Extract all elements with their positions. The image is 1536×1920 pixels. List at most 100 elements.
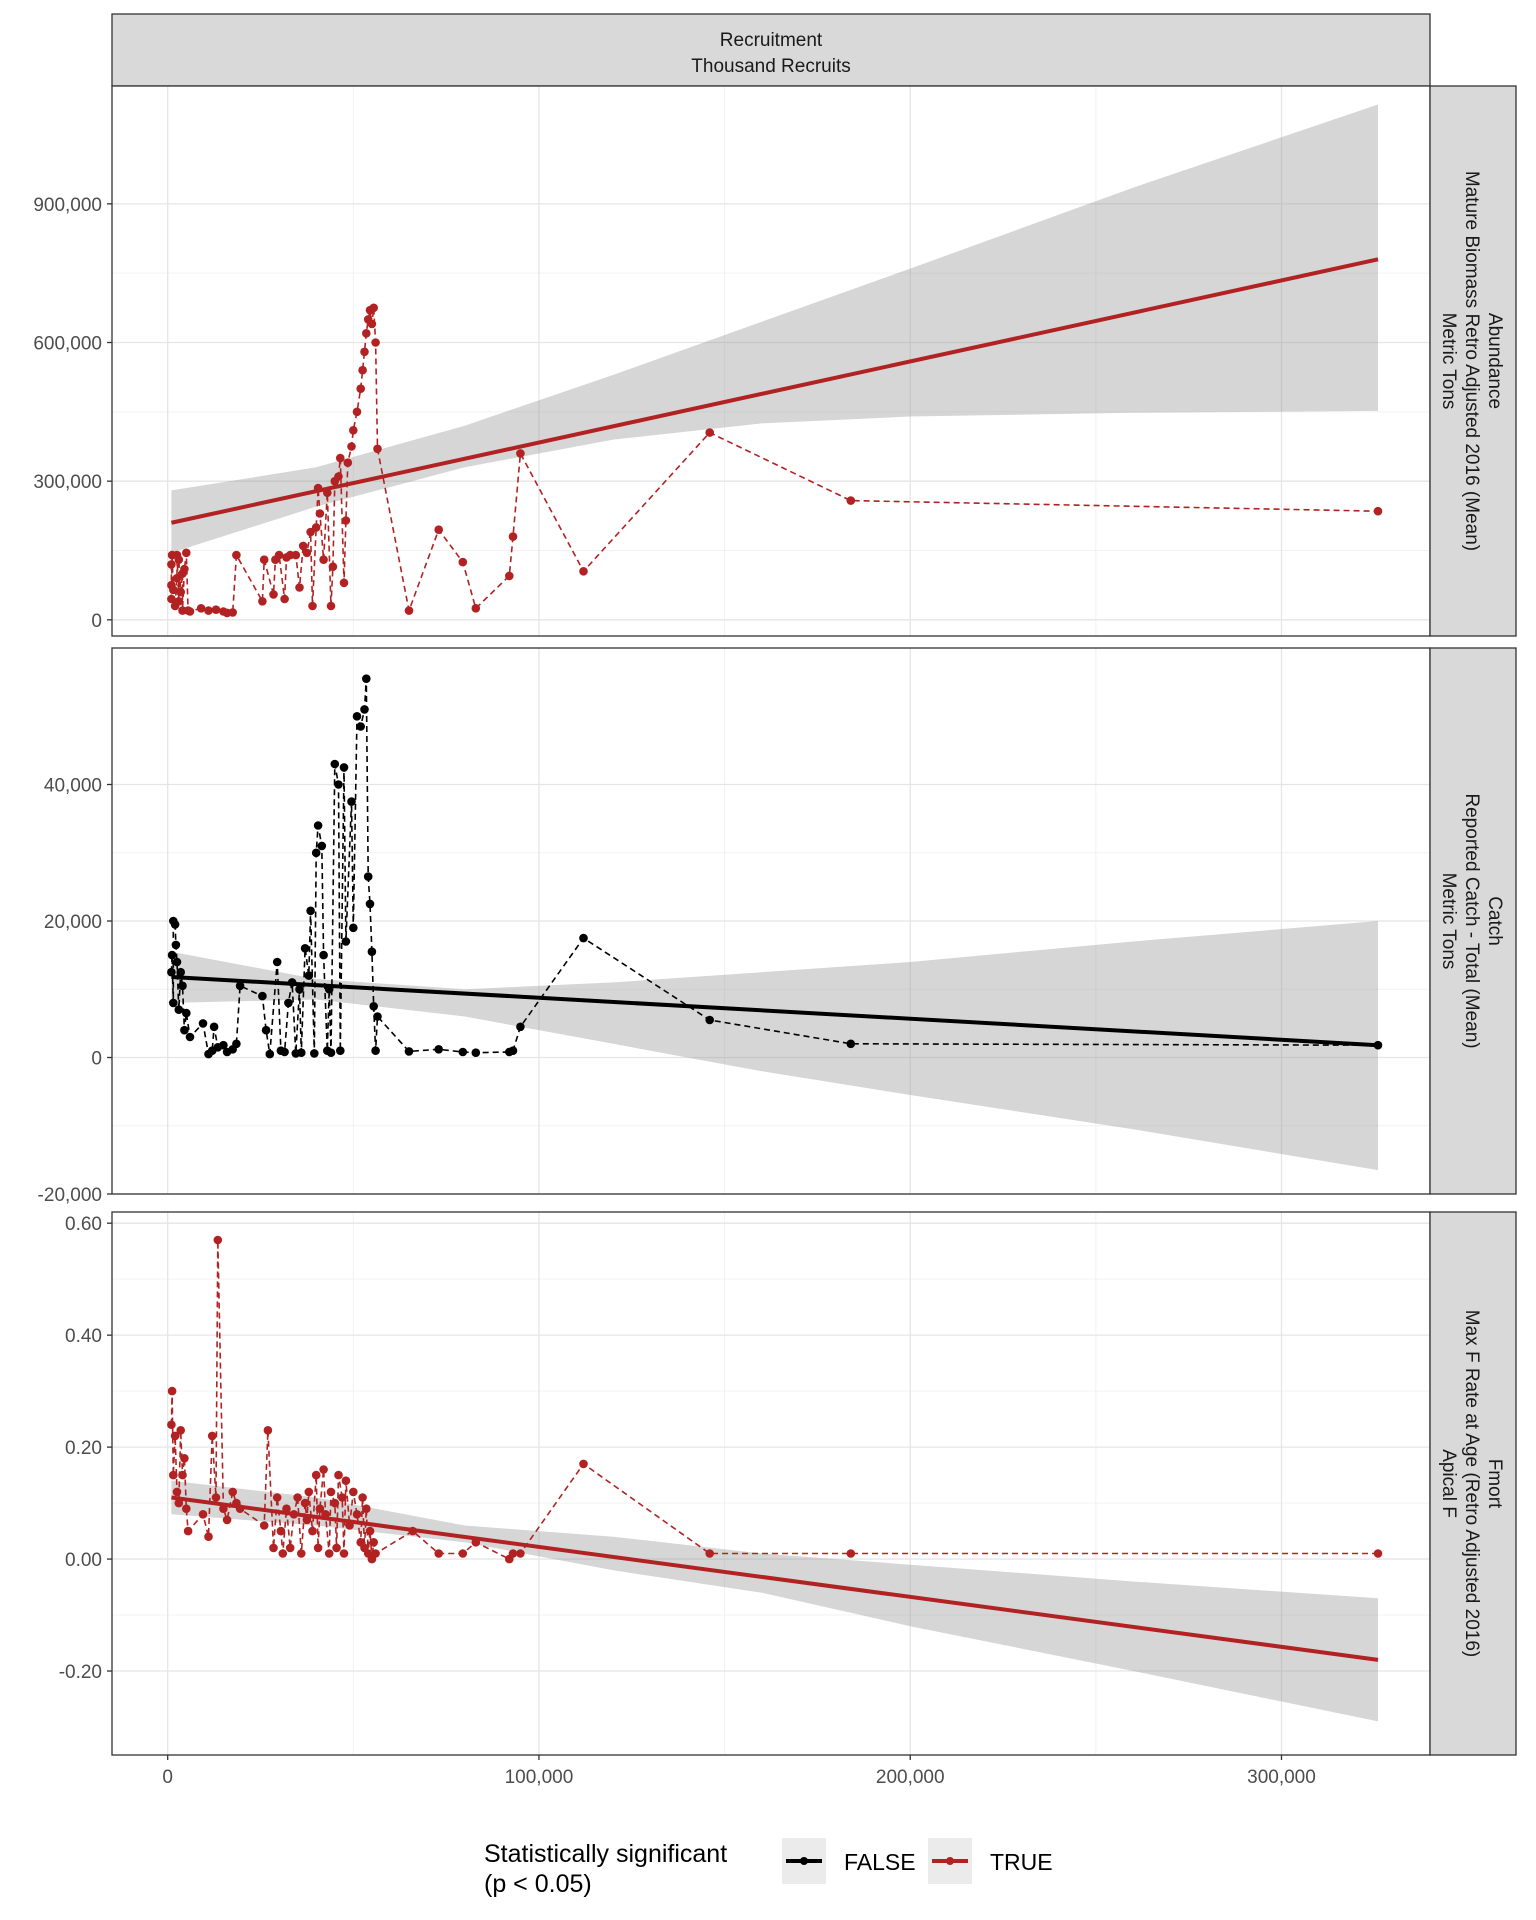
data-point: [334, 780, 343, 789]
legend-key-true: [928, 1838, 972, 1884]
data-point: [311, 848, 321, 858]
data-point: [222, 1515, 232, 1525]
legend-label-true: TRUE: [990, 1849, 1053, 1875]
data-point: [295, 985, 304, 994]
data-point: [352, 407, 362, 417]
legend-title-line2: (p < 0.05): [484, 1870, 592, 1898]
data-point: [300, 944, 310, 953]
data-point: [516, 449, 525, 458]
data-point: [319, 1465, 328, 1474]
data-point: [258, 597, 267, 606]
data-point: [846, 1549, 856, 1558]
data-point: [285, 1543, 295, 1553]
data-point: [204, 606, 213, 615]
data-point: [261, 1025, 271, 1035]
y-tick-label: 20,000: [44, 912, 102, 933]
regression-line: [171, 1495, 1379, 1662]
data-point: [326, 601, 336, 611]
data-point: [458, 557, 468, 567]
data-point: [169, 585, 178, 595]
data-point: [293, 1493, 302, 1502]
data-point: [367, 947, 377, 956]
data-point: [579, 1459, 588, 1469]
data-point: [349, 923, 358, 933]
data-point: [171, 940, 181, 950]
data-point: [232, 550, 241, 560]
data-point: [228, 1487, 237, 1497]
data-point: [297, 1048, 306, 1057]
data-point: [339, 578, 349, 588]
row-strip-label: Mature Biomass Retro Adjusted 2016 (Mean…: [1461, 171, 1482, 551]
data-point: [304, 971, 314, 980]
data-point: [373, 1012, 382, 1021]
data-point: [274, 550, 284, 560]
data-point: [174, 1498, 184, 1508]
data-point: [434, 525, 444, 534]
data-point: [304, 1487, 314, 1497]
x-axis: 0 100,000 200,000 300,000: [162, 1755, 1316, 1788]
data-point: [198, 1019, 208, 1028]
data-point: [330, 1498, 340, 1508]
data-point: [259, 555, 269, 564]
data-point: [269, 590, 278, 599]
data-point: [508, 1549, 518, 1558]
data-point: [176, 1426, 185, 1435]
data-point: [172, 957, 182, 967]
data-point: [471, 604, 481, 613]
data-point: [336, 1046, 345, 1055]
data-point: [358, 1493, 367, 1502]
data-point: [313, 821, 323, 830]
data-point: [371, 1046, 380, 1055]
data-point: [326, 1487, 336, 1497]
data-point: [328, 562, 338, 571]
data-point: [705, 428, 714, 437]
data-point: [180, 1454, 189, 1463]
y-tick-label: 0: [91, 611, 102, 632]
data-point: [284, 998, 293, 1008]
y-tick-label: 40,000: [44, 776, 102, 797]
data-point: [180, 564, 189, 574]
data-point: [263, 1426, 273, 1435]
data-point: [258, 991, 267, 1001]
data-point: [235, 981, 245, 991]
legend: Statistically significant (p < 0.05) FAL…: [484, 1838, 1053, 1898]
data-point: [471, 1048, 481, 1057]
y-tick-label: 600,000: [33, 334, 102, 355]
legend-label-false: FALSE: [844, 1849, 916, 1875]
row-strip-label: Max F Rate at Age (Retro Adjusted 2016): [1461, 1310, 1482, 1657]
data-point: [347, 442, 356, 451]
data-point: [308, 601, 317, 611]
y-tick-label: 300,000: [33, 472, 102, 493]
legend-title-line1: Statistically significant: [484, 1840, 727, 1868]
y-tick-label: 0.00: [65, 1550, 102, 1571]
data-point: [207, 1431, 217, 1441]
data-point: [362, 329, 371, 338]
panel-background: [112, 1212, 1430, 1755]
row-strip-label: Apical F: [1438, 1449, 1459, 1518]
data-point: [341, 1476, 351, 1485]
regression-line: [170, 257, 1379, 525]
data-point: [579, 567, 588, 576]
data-point: [332, 1543, 341, 1553]
data-point: [315, 1504, 325, 1513]
data-point: [365, 899, 375, 909]
data-point: [228, 608, 237, 617]
data-point: [360, 347, 369, 357]
data-point: [343, 458, 353, 468]
data-point: [356, 722, 366, 731]
data-point: [373, 444, 382, 454]
data-point: [371, 338, 380, 347]
row-strip-label: Metric Tons: [1438, 873, 1459, 970]
data-point: [167, 967, 176, 977]
y-tick-label: 0.60: [65, 1214, 102, 1235]
data-point: [516, 1022, 525, 1032]
x-tick-label: 200,000: [876, 1767, 945, 1788]
x-tick-label: 100,000: [505, 1767, 574, 1788]
data-point: [174, 597, 184, 606]
data-point: [278, 1549, 288, 1558]
data-point: [182, 1008, 191, 1018]
data-point: [291, 550, 301, 560]
data-point: [185, 1032, 195, 1042]
